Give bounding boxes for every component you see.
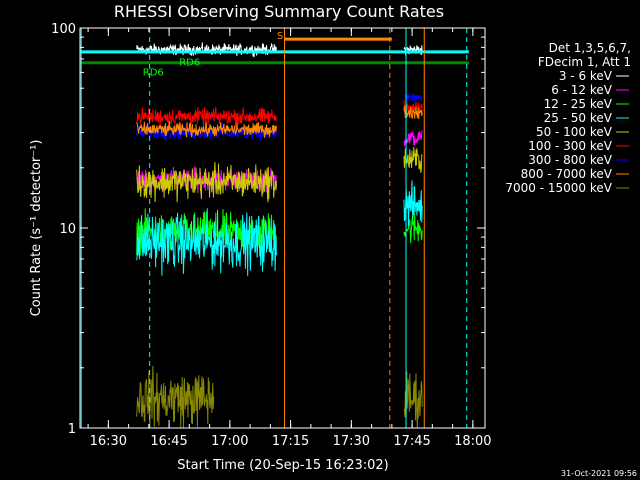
x-axis-title: Start Time (20-Sep-15 16:23:02) [177,458,388,473]
legend-header-line-1: Det 1,3,5,6,7, [549,41,631,55]
legend-label-1: 6 - 12 keV [551,83,613,97]
series-line-6-12keV-seg-1 [403,130,423,146]
series-line-300-800keV-seg-1 [403,93,423,103]
legend-label-2: 12 - 25 keV [544,97,613,111]
chart-title: RHESSI Observing Summary Count Rates [114,2,444,21]
legend-label-5: 100 - 300 keV [528,139,612,153]
x-tick-label-1: 16:45 [150,434,187,449]
x-tick-label-2: 17:00 [211,434,248,449]
series-line-100-300keV-seg-1 [403,100,423,116]
x-tick-label-0: 16:30 [90,434,127,449]
y-axis-title: Count Rate (s⁻¹ detector⁻¹) [29,140,44,317]
footer-timestamp: 31-Oct-2021 09:56 [561,469,637,478]
series-line-100-300keV-seg-0 [136,107,277,128]
legend-label-6: 300 - 800 keV [528,153,612,167]
annotation-s-2: S [277,31,283,42]
legend-label-4: 50 - 100 keV [536,125,613,139]
legend-label-0: 3 - 6 keV [559,69,613,83]
y-tick-label-2: 100 [51,22,76,37]
annotation-rd6-1: RD6 [179,57,200,68]
legend-header-line-2: FDecim 1, Att 1 [538,55,631,69]
y-tick-label-0: 1 [68,422,76,437]
annotation-rd6-0: RD6 [143,67,164,78]
series-line-50-100keV-seg-1 [403,146,423,173]
series-line-800-7000keV-seg-1 [403,105,423,120]
x-tick-label-4: 17:30 [333,434,370,449]
y-tick-label-1: 10 [59,222,76,237]
series-line-800-7000keV-seg-0 [136,121,277,138]
legend-label-7: 800 - 7000 keV [521,167,613,181]
series-line-12-25keV-seg-1 [403,213,423,244]
axes-layer: 16:30 16:45 17:00 17:15 17:30 17:45 18:00 1 10 10… [51,22,491,449]
x-tick-label-5: 17:45 [393,434,430,449]
series-line-50-100keV-seg-0 [136,161,277,203]
series-line-25-50keV-seg-0 [136,208,277,277]
series-line-7000-15000keV-seg-1 [403,371,423,429]
plot-layer: RD6 RD6 S [80,28,469,429]
legend-label-8: 7000 - 15000 keV [505,181,612,195]
legend: Det 1,3,5,6,7, FDecim 1, Att 1 3 - 6 keV… [505,41,631,195]
legend-label-3: 25 - 50 keV [544,111,613,125]
series-line-25-50keV-seg-1 [403,180,423,227]
x-tick-label-6: 18:00 [454,434,491,449]
x-tick-label-3: 17:15 [272,434,309,449]
